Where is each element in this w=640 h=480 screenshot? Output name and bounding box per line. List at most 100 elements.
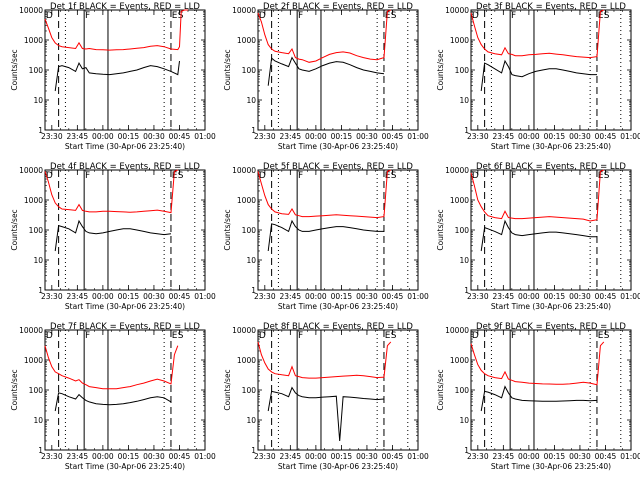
x-tick-label: 00:30 — [143, 292, 165, 301]
x-tick-label: 00:30 — [143, 132, 165, 141]
x-tick-label: 00:00 — [518, 132, 540, 141]
plot-frame — [44, 169, 206, 291]
x-tick-label: 00:45 — [595, 292, 617, 301]
x-axis-label: Start Time (30-Apr-06 23:25:40) — [278, 142, 398, 151]
y-tick-label: 10 — [33, 416, 43, 425]
x-tick-label: 00:15 — [118, 292, 140, 301]
x-tick-label: 00:15 — [118, 452, 140, 461]
x-tick-label: 23:30 — [467, 452, 489, 461]
y-tick-label: 1 — [38, 286, 43, 295]
x-tick-label: 23:45 — [493, 292, 515, 301]
x-tick-label: 00:00 — [305, 132, 327, 141]
event-marker-label: S — [178, 331, 184, 341]
y-tick-label: 100 — [29, 386, 44, 395]
event-marker-label: E — [385, 11, 391, 21]
x-tick-label: 23:45 — [280, 132, 302, 141]
event-marker-label: F — [298, 331, 303, 341]
panel-title: Det 6f BLACK = Events, RED = LLD — [476, 162, 626, 172]
event-marker-label: E — [598, 331, 604, 341]
x-tick-label: 23:30 — [467, 292, 489, 301]
event-marker-label: F — [511, 171, 516, 181]
panel-title: Det 7f BLACK = Events, RED = LLD — [50, 322, 200, 332]
detector-panel: Det 6f BLACK = Events, RED = LLD 1 10 100 10… — [436, 162, 640, 311]
x-tick-label: 01:00 — [620, 292, 640, 301]
y-tick-label: 10 — [246, 416, 256, 425]
x-tick-label: 01:00 — [407, 132, 429, 141]
y-axis-label: Counts/sec — [10, 209, 19, 250]
events-rate-series — [480, 385, 598, 412]
x-tick-label: 00:00 — [518, 292, 540, 301]
x-tick-label: 00:45 — [169, 132, 191, 141]
lld-rate-series — [470, 341, 605, 386]
panel-title: Det 4f BLACK = Events, RED = LLD — [50, 162, 200, 172]
y-tick-label: 1000 — [24, 356, 43, 365]
plot-frame — [257, 329, 419, 451]
panel-title: Det 9f BLACK = Events, RED = LLD — [476, 322, 626, 332]
x-tick-label: 00:30 — [356, 452, 378, 461]
event-marker-label: E — [598, 11, 604, 21]
y-tick-label: 10000 — [445, 6, 469, 15]
plot-frame — [470, 9, 632, 131]
event-marker-label: E — [172, 171, 178, 181]
event-marker-label: S — [391, 11, 397, 21]
y-axis-label: Counts/sec — [223, 209, 232, 250]
x-tick-label: 00:45 — [382, 452, 404, 461]
x-tick-label: 00:45 — [382, 292, 404, 301]
event-marker-label: S — [604, 331, 610, 341]
events-rate-series — [267, 219, 384, 252]
plot-frame — [470, 169, 632, 291]
event-marker-label: F — [85, 11, 90, 21]
event-marker-label: E — [172, 331, 178, 341]
event-marker-label: F — [85, 171, 90, 181]
event-marker-label: S — [391, 171, 397, 181]
x-tick-label: 00:15 — [544, 292, 566, 301]
detector-panel: Det 7f BLACK = Events, RED = LLD 1 10 100 10… — [10, 322, 216, 471]
x-tick-label: 23:45 — [493, 132, 515, 141]
y-tick-label: 10 — [459, 416, 469, 425]
y-tick-label: 1 — [251, 126, 256, 135]
lld-rate-series — [257, 341, 392, 379]
x-tick-label: 23:45 — [67, 452, 89, 461]
y-tick-label: 100 — [455, 226, 470, 235]
y-tick-label: 1000 — [237, 36, 256, 45]
x-tick-label: 00:45 — [595, 132, 617, 141]
y-tick-label: 1000 — [237, 196, 256, 205]
y-tick-label: 1000 — [450, 36, 469, 45]
x-tick-label: 00:30 — [569, 452, 591, 461]
y-tick-label: 10000 — [232, 326, 256, 335]
event-marker-label: S — [178, 171, 184, 181]
x-tick-label: 00:30 — [143, 452, 165, 461]
x-tick-label: 00:30 — [356, 292, 378, 301]
x-tick-label: 00:00 — [305, 292, 327, 301]
x-tick-label: 01:00 — [620, 452, 640, 461]
y-tick-label: 10 — [246, 96, 256, 105]
x-axis-label: Start Time (30-Apr-06 23:25:40) — [65, 462, 185, 471]
y-tick-label: 1 — [38, 126, 43, 135]
events-rate-series — [267, 56, 385, 86]
event-marker-label: F — [85, 331, 90, 341]
lld-rate-series — [257, 169, 391, 219]
y-tick-label: 1 — [464, 286, 469, 295]
x-tick-label: 00:30 — [569, 292, 591, 301]
events-rate-series — [267, 386, 385, 442]
panel-title: Det 2f BLACK = Events, RED = LLD — [263, 2, 413, 12]
panel-title: Det 3f BLACK = Events, RED = LLD — [476, 2, 626, 12]
y-tick-label: 1000 — [237, 356, 256, 365]
x-tick-label: 00:15 — [331, 452, 353, 461]
y-axis-label: Counts/sec — [436, 49, 445, 90]
event-marker-label: D — [259, 331, 266, 341]
x-tick-label: 01:00 — [407, 292, 429, 301]
y-tick-label: 10000 — [232, 6, 256, 15]
detector-panel: Det 3f BLACK = Events, RED = LLD 1 10 100 10… — [436, 2, 640, 151]
x-axis-label: Start Time (30-Apr-06 23:25:40) — [491, 142, 611, 151]
detector-panel: Det 8f BLACK = Events, RED = LLD 1 10 100 10… — [223, 322, 429, 471]
panel-title: Det 1f BLACK = Events, RED = LLD — [50, 2, 200, 12]
x-tick-label: 23:30 — [41, 452, 63, 461]
x-tick-label: 00:00 — [92, 132, 114, 141]
x-tick-label: 00:15 — [331, 132, 353, 141]
event-marker-label: S — [391, 331, 397, 341]
event-marker-label: D — [46, 11, 53, 21]
x-axis-label: Start Time (30-Apr-06 23:25:40) — [65, 142, 185, 151]
y-tick-label: 100 — [29, 66, 44, 75]
event-marker-label: D — [472, 171, 479, 181]
